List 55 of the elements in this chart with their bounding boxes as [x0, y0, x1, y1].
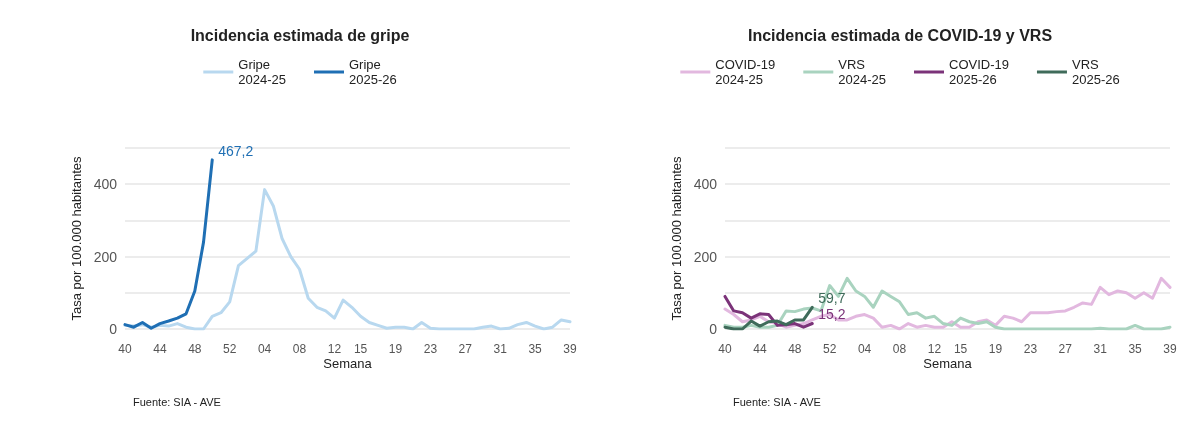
y-axis-title: Tasa por 100.000 habitantes: [68, 155, 84, 321]
x-tick-label: 15: [353, 342, 368, 356]
x-tick-label: 40: [118, 342, 132, 356]
data-label: 15,2: [818, 306, 846, 323]
x-tick-label: 48: [188, 342, 202, 356]
source-note: Fuente: SIA - AVE: [133, 395, 221, 408]
legend-label: Gripe 2025-26: [349, 57, 397, 87]
y-axis-title: Tasa por 100.000 habitantes: [668, 155, 684, 321]
data-label: 467,2: [218, 142, 254, 159]
y-tick-label: 400: [693, 176, 718, 193]
x-tick-label: 15: [953, 342, 968, 356]
x-tick-label: 08: [892, 342, 907, 356]
x-tick-label: 27: [458, 342, 473, 356]
data-label: 59,7: [818, 290, 846, 307]
x-axis-title: Semana: [923, 356, 973, 371]
x-tick-label: 44: [753, 342, 767, 356]
x-tick-label: 19: [388, 342, 403, 356]
legend-label: COVID-19 2025-26: [949, 57, 1009, 87]
x-tick-label: 12: [327, 342, 342, 356]
x-axis-title: Semana: [323, 356, 373, 371]
line-series: [123, 188, 572, 331]
x-tick-label: 27: [1058, 342, 1073, 356]
x-tick-label: 48: [788, 342, 802, 356]
x-tick-label: 23: [423, 342, 438, 356]
x-tick-label: 35: [1128, 342, 1143, 356]
x-tick-label: 44: [153, 342, 167, 356]
y-tick-label: 0: [709, 321, 718, 337]
y-tick-label: 200: [93, 248, 118, 265]
x-tick-label: 40: [718, 342, 732, 356]
x-tick-label: 31: [1093, 342, 1108, 356]
source-note: Fuente: SIA - AVE: [733, 395, 821, 408]
x-tick-label: 52: [223, 342, 237, 356]
chart-title: Incidencia estimada de COVID-19 y VRS: [747, 26, 1053, 44]
x-tick-label: 19: [988, 342, 1003, 356]
x-tick-label: 23: [1023, 342, 1038, 356]
x-tick-label: 04: [857, 342, 872, 356]
y-tick-label: 0: [109, 321, 118, 337]
line-series: [723, 276, 1172, 331]
x-tick-label: 08: [292, 342, 307, 356]
x-tick-label: 52: [823, 342, 837, 356]
legend-label: VRS 2024-25: [838, 57, 887, 87]
legend-label: Gripe 2024-25: [238, 57, 287, 87]
chart-title: Incidencia estimada de gripe: [190, 26, 410, 44]
x-tick-label: 35: [528, 342, 543, 356]
legend-label: COVID-19 2024-25: [715, 57, 776, 87]
line-series: [123, 158, 214, 330]
y-tick-label: 400: [93, 176, 118, 193]
line-series: [723, 305, 814, 331]
x-tick-label: 31: [493, 342, 508, 356]
x-tick-label: 12: [927, 342, 942, 356]
legend-label: VRS 2025-26: [1071, 57, 1120, 87]
x-tick-label: 39: [1163, 342, 1177, 356]
y-tick-label: 200: [693, 248, 718, 265]
x-tick-label: 04: [257, 342, 272, 356]
x-tick-label: 39: [563, 342, 577, 356]
